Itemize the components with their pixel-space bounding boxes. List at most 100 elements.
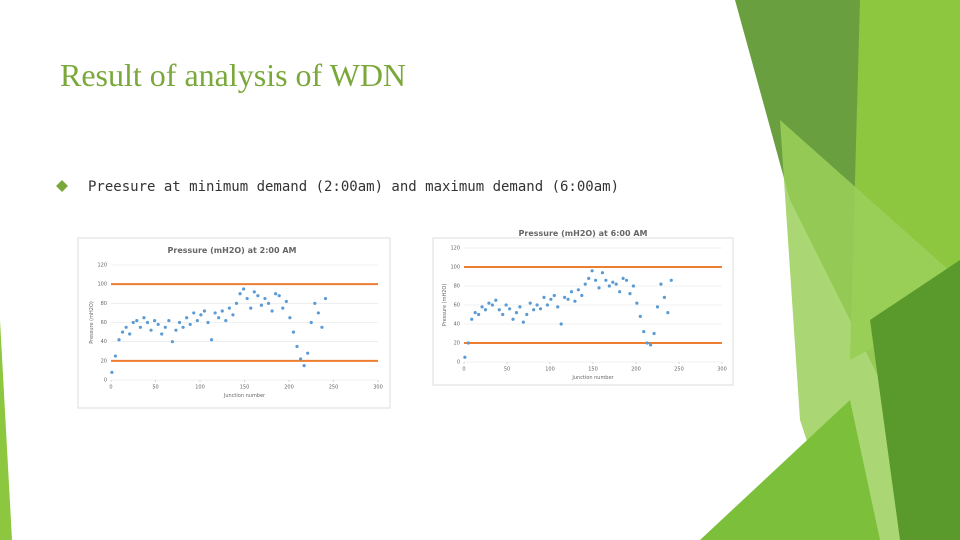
point — [494, 298, 498, 302]
point — [117, 338, 121, 342]
point — [669, 278, 673, 282]
point — [501, 312, 505, 317]
decor — [740, 230, 787, 432]
point — [277, 294, 281, 298]
point — [231, 313, 235, 317]
point — [514, 311, 519, 315]
point — [110, 370, 114, 374]
point — [323, 296, 328, 301]
point — [569, 290, 574, 294]
point — [559, 322, 563, 326]
point — [188, 322, 192, 327]
point — [538, 307, 543, 311]
point — [480, 305, 484, 309]
decor — [870, 260, 960, 540]
point — [206, 320, 210, 325]
y-axis-label: Pressure (mH2O) — [442, 284, 448, 327]
point — [490, 303, 494, 307]
point — [256, 294, 260, 298]
point — [288, 316, 292, 320]
x-tick-label: 300 — [717, 367, 727, 373]
point — [167, 318, 171, 323]
point — [320, 325, 324, 329]
x-tick-label: 250 — [329, 385, 339, 391]
point — [213, 311, 217, 315]
point — [217, 316, 221, 320]
point — [185, 316, 189, 320]
y-tick-label: 40 — [101, 339, 107, 345]
decor — [700, 400, 880, 540]
point — [138, 325, 142, 329]
point — [614, 282, 618, 286]
y-tick-label: 0 — [104, 378, 107, 384]
x-tick-label: 200 — [631, 367, 641, 373]
bullet-icon — [56, 180, 68, 192]
chart-title: Pressure (mH2O) at 2:00 AM — [168, 246, 297, 255]
decor — [0, 320, 12, 540]
point — [521, 320, 525, 324]
slide-title: Result of analysis of WDN — [60, 57, 406, 93]
y-tick-label: 80 — [454, 284, 460, 290]
point — [645, 341, 649, 345]
point — [600, 271, 605, 275]
point — [124, 325, 128, 329]
bullet-text: Preesure at minimum demand (2:00am) and … — [88, 179, 619, 195]
point — [156, 322, 160, 327]
x-tick-label: 0 — [109, 385, 112, 391]
point — [120, 330, 125, 334]
point — [298, 357, 303, 361]
point — [583, 282, 587, 286]
point — [549, 297, 553, 301]
point — [220, 309, 224, 313]
point — [113, 354, 118, 358]
point — [470, 317, 474, 321]
point — [477, 312, 481, 317]
x-axis-label: Junction number — [223, 393, 266, 399]
x-tick-label: 50 — [504, 367, 510, 373]
y-tick-label: 0 — [457, 360, 460, 366]
point — [566, 297, 570, 301]
chart-frame — [77, 237, 391, 409]
point — [638, 314, 642, 318]
x-axis-label: Junction number — [571, 375, 614, 381]
point — [135, 318, 139, 323]
point — [528, 301, 532, 305]
point — [174, 328, 178, 332]
point — [473, 311, 477, 315]
point — [511, 317, 515, 321]
point — [642, 330, 646, 334]
point — [306, 351, 310, 355]
point — [466, 341, 470, 345]
y-tick-label: 60 — [101, 320, 107, 326]
point — [263, 296, 267, 301]
point — [504, 303, 508, 307]
point — [227, 306, 231, 310]
point — [593, 278, 598, 282]
y-tick-label: 40 — [454, 322, 460, 328]
point — [170, 340, 175, 344]
point — [580, 293, 584, 298]
point — [652, 331, 656, 336]
y-tick-label: 20 — [101, 358, 107, 364]
point — [259, 303, 264, 307]
x-tick-label: 200 — [284, 385, 294, 391]
point — [556, 305, 560, 309]
point — [649, 343, 653, 347]
point — [604, 278, 608, 282]
y-tick-label: 100 — [97, 282, 107, 288]
point — [281, 306, 285, 310]
point — [628, 292, 632, 296]
point — [618, 290, 622, 294]
point — [291, 330, 296, 334]
point — [195, 318, 199, 323]
x-tick-label: 150 — [240, 385, 250, 391]
point — [249, 306, 253, 310]
point — [542, 295, 546, 299]
x-tick-label: 100 — [195, 385, 205, 391]
point — [666, 311, 670, 315]
point — [284, 299, 288, 304]
point — [302, 364, 306, 368]
point — [552, 293, 556, 298]
x-tick-label: 250 — [674, 367, 684, 373]
